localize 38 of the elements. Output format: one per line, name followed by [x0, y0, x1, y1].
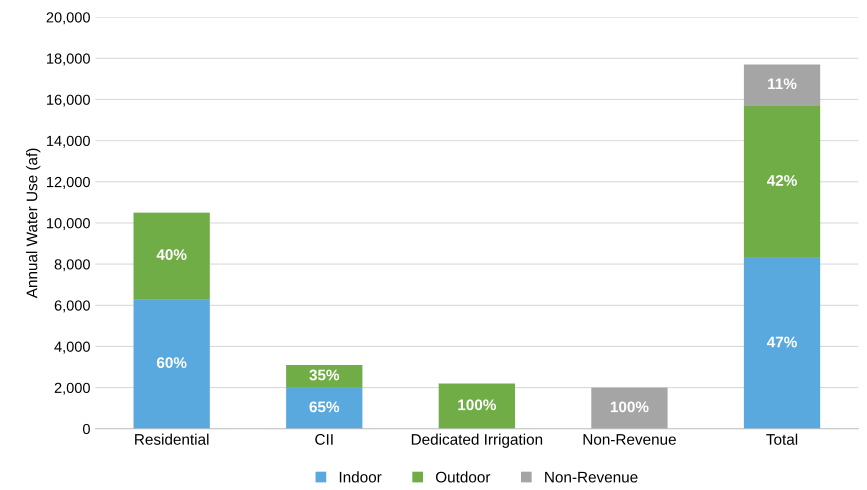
bar — [744, 258, 820, 429]
bar — [286, 364, 362, 388]
y-tick-label: 16,000 — [47, 94, 90, 107]
bar — [744, 106, 820, 258]
x-tick-label: Non-Revenue — [584, 434, 676, 445]
annotation: 47% — [766, 336, 797, 348]
x-tick-label: Dedicated Irrigation — [412, 434, 542, 448]
legend-label: Non-Revenue — [545, 472, 638, 483]
y-tick-label: 4,000 — [54, 342, 90, 354]
bar — [744, 64, 820, 106]
x-tick-label: Total — [766, 434, 798, 445]
y-tick-label: 2,000 — [54, 382, 90, 395]
bar — [134, 212, 210, 300]
annotation: 40% — [156, 249, 187, 260]
bar — [134, 299, 210, 429]
annotation: 100% — [458, 399, 496, 410]
y-tick-label: 18,000 — [47, 53, 90, 66]
y-tick-label: 0 — [82, 424, 90, 434]
bar — [591, 388, 668, 429]
y-axis-title: Annual Water Use (af) — [26, 148, 40, 298]
annotation: 65% — [310, 401, 340, 412]
bar — [438, 383, 515, 429]
y-tick-label: 20,000 — [46, 12, 90, 24]
y-tick-label: 10,000 — [47, 218, 90, 230]
bar — [286, 388, 362, 429]
annotation: 11% — [768, 78, 796, 90]
annotation: 100% — [610, 401, 649, 412]
y-tick-label: 6,000 — [54, 300, 90, 312]
legend-label: Indoor — [340, 471, 382, 483]
legend-label: Outdoor — [436, 471, 490, 483]
y-tick-label: 8,000 — [54, 259, 90, 272]
annotation: 35% — [309, 370, 340, 380]
y-tick-label: 14,000 — [47, 136, 90, 148]
x-tick-label: CII — [315, 434, 333, 445]
annotation: 60% — [156, 357, 187, 368]
annotation: 42% — [766, 175, 797, 186]
x-tick-label: Residential — [135, 434, 208, 445]
y-tick-label: 12,000 — [47, 176, 90, 189]
